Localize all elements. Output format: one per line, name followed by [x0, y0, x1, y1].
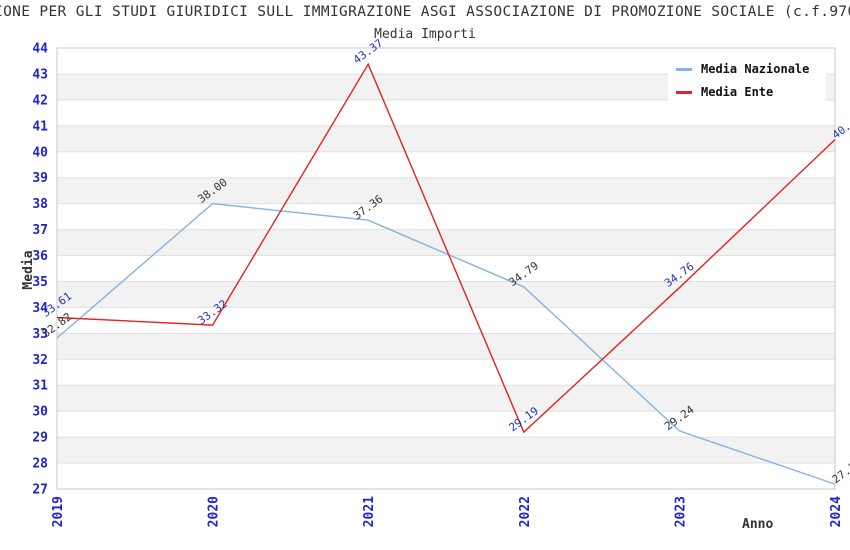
y-tick-label: 38 — [32, 197, 48, 212]
y-tick-label: 30 — [32, 405, 48, 420]
series-line-1 — [56, 62, 836, 434]
y-tick-label: 29 — [32, 431, 48, 446]
grid-band — [57, 385, 835, 412]
y-tick-label: 31 — [32, 379, 48, 394]
y-tick-label: 28 — [32, 457, 48, 472]
x-tick-label: 2023 — [673, 496, 688, 527]
y-tick-label: 37 — [32, 223, 48, 238]
y-tick-label: 36 — [32, 249, 48, 264]
legend-label: Media Ente — [701, 85, 774, 99]
y-tick-label: 35 — [32, 275, 48, 290]
series-line-0 — [56, 202, 836, 485]
legend-label: Media Nazionale — [701, 62, 810, 76]
y-tick-label: 44 — [32, 42, 48, 57]
data-label-series-1: 43.37 — [351, 37, 385, 67]
y-tick-label: 32 — [32, 353, 48, 368]
x-tick-label: 2020 — [207, 496, 222, 527]
chart-legend: Media Nazionale Media Ente — [668, 55, 826, 106]
x-tick-label: 2019 — [51, 496, 66, 527]
grid-band — [57, 229, 835, 256]
y-tick-label: 27 — [32, 483, 48, 498]
legend-line-swatch-blue — [676, 67, 692, 71]
y-tick-label: 41 — [32, 119, 48, 134]
y-tick-label: 42 — [32, 93, 48, 108]
plot-border — [56, 47, 836, 490]
legend-item-media-nazionale: Media Nazionale — [676, 62, 818, 76]
legend-item-media-ente: Media Ente — [676, 85, 818, 99]
x-axis-title: Anno — [742, 517, 774, 532]
grid-band — [57, 437, 835, 464]
y-tick-label: 43 — [32, 67, 48, 82]
x-tick-label: 2022 — [518, 496, 533, 527]
x-tick-label: 2024 — [829, 496, 844, 527]
y-tick-label: 40 — [32, 145, 48, 160]
grid-band — [57, 281, 835, 308]
grid-band — [57, 125, 835, 152]
page-header-text: IONE PER GLI STUDI GIURIDICI SULL IMMIGR… — [0, 4, 850, 20]
grid-band — [57, 333, 835, 360]
y-tick-label: 39 — [32, 171, 48, 186]
y-tick-label: 33 — [32, 327, 48, 342]
chart-title: Media Importi — [374, 27, 476, 42]
legend-line-swatch-red — [676, 90, 692, 94]
grid-band — [57, 177, 835, 204]
x-tick-label: 2021 — [362, 496, 377, 527]
y-tick-label: 34 — [32, 301, 48, 316]
